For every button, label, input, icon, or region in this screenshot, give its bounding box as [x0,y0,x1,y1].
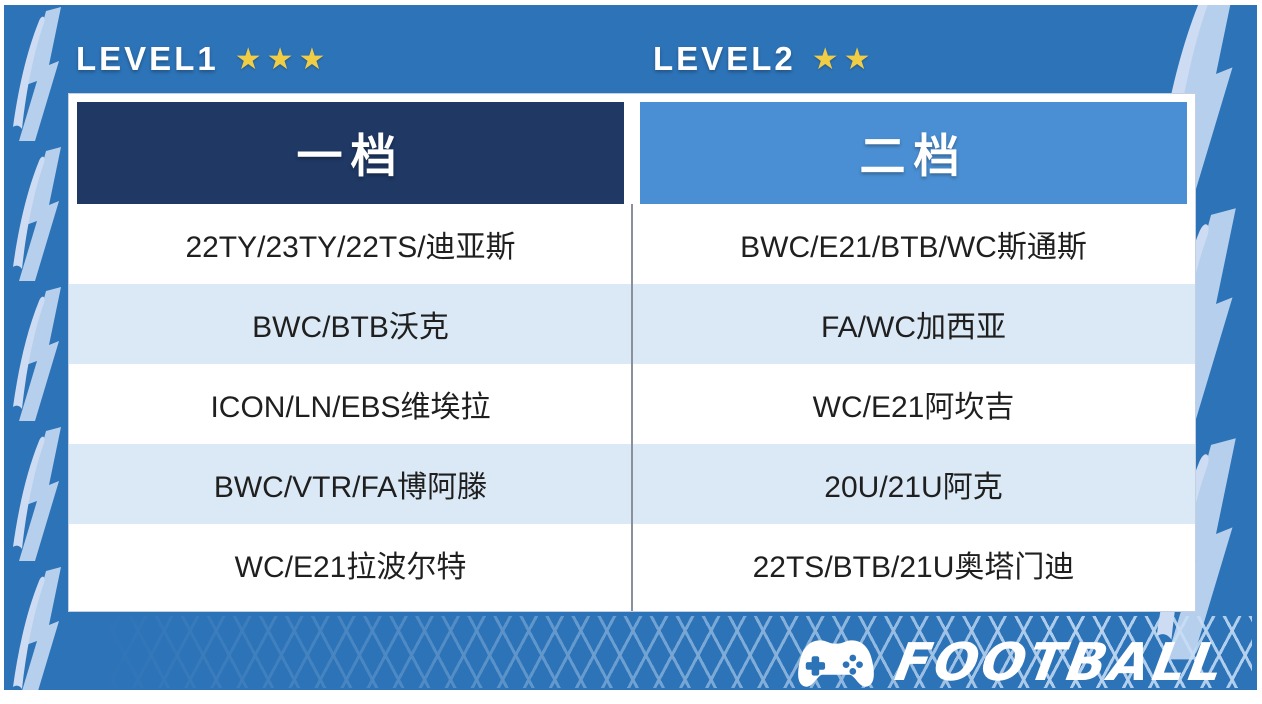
tier1-cell: BWC/VTR/FA博阿滕 [213,471,488,504]
tier2-cell: WC/E21阿坎吉 [812,391,1015,424]
table-row: 22TY/23TY/22TS/迪亚斯 BWC/E21/BTB/WC斯通斯 [69,204,1195,284]
column-divider [631,204,633,611]
level1-label: LEVEL1 [76,40,219,77]
level1-stars-icon: ★★★ [234,42,331,76]
lightning-bolt-icon [13,7,61,690]
tier-table-header-row: 一档 二档 [69,94,1195,204]
tier-table: 一档 二档 22TY/23TY/22TS/迪亚斯 BWC/E21/BTB/WC斯通… [68,93,1196,612]
table-row: WC/E21拉波尔特 22TS/BTB/21U奥塔门迪 [69,524,1195,604]
table-row: ICON/LN/EBS维埃拉 WC/E21阿坎吉 [69,364,1195,444]
tier1-cell: BWC/BTB沃克 [252,311,449,344]
tier2-header: 二档 [640,102,1187,204]
level2-label: LEVEL2 [653,40,796,77]
tier2-cell: FA/WC加西亚 [821,311,1006,344]
level2-badge: LEVEL2 ★★ [653,40,876,78]
zigzag-decoration-left [5,5,68,690]
tier1-header: 一档 [77,102,624,204]
brand-logo: FOOTBALL [794,632,1231,694]
tier2-cell: 20U/21U阿克 [824,471,1003,504]
tier1-cell: WC/E21拉波尔特 [234,551,467,584]
level2-stars-icon: ★★ [811,42,876,76]
gamepad-icon [798,640,874,687]
tier1-cell: 22TY/23TY/22TS/迪亚斯 [185,231,516,264]
level1-badge: LEVEL1 ★★★ [76,40,330,78]
brand-text: FOOTBALL [890,633,1231,693]
tier1-cell: ICON/LN/EBS维埃拉 [210,391,491,424]
goal-net-decoration [92,616,1252,688]
tier2-cell: 22TS/BTB/21U奥塔门迪 [752,551,1075,584]
tier2-cell: BWC/E21/BTB/WC斯通斯 [740,231,1087,264]
